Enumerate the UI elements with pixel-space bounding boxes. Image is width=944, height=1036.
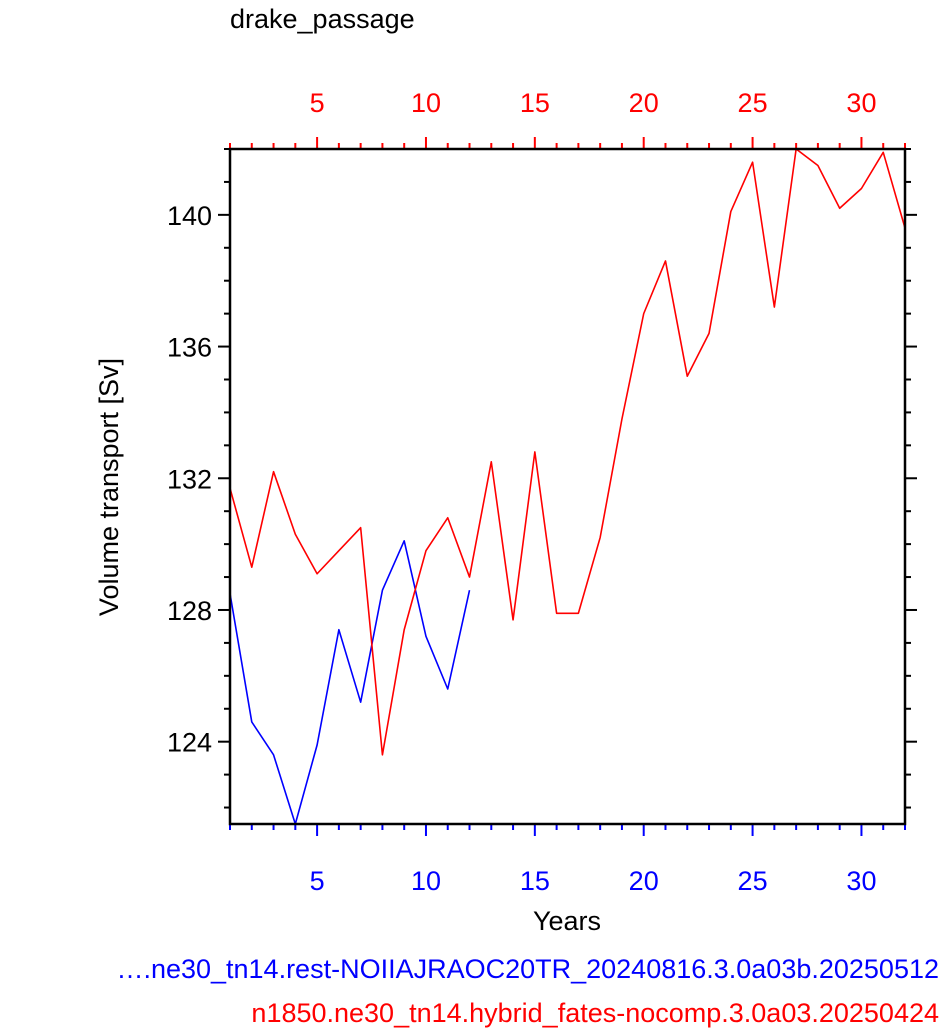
x-tick-label-top: 25 [738,88,768,118]
x-axis-label: Years [533,906,601,936]
plot-frame [228,147,907,826]
series-layer [230,149,905,824]
x-tick-label-bottom: 30 [846,866,876,896]
ticks-layer: 5 10 15 20 25 30 5 10 15 20 25 30 124 128 132 136 140 [167,88,917,896]
y-tick-label: 124 [167,728,212,758]
x-tick-label-bottom: 15 [520,866,550,896]
legend-label-red: n1850.ne30_tn14.hybrid_fates-nocomp.3.0a… [251,998,939,1028]
y-tick-label: 140 [167,201,212,231]
x-tick-label-bottom: 25 [738,866,768,896]
x-tick-label-top: 15 [520,88,550,118]
y-tick-label: 132 [167,464,212,494]
legend-label-blue: ….ne30_tn14.rest-NOIIAJRAOC20TR_20240816… [116,954,939,984]
series-line-blue [230,540,471,824]
x-tick-label-bottom: 10 [411,866,441,896]
x-tick-label-top: 5 [310,88,325,118]
x-tick-label-bottom: 20 [629,866,659,896]
x-tick-label-top: 30 [846,88,876,118]
chart-title: drake_passage [230,4,415,34]
y-tick-label: 128 [167,596,212,626]
y-tick-label: 136 [167,333,212,363]
x-tick-label-top: 20 [629,88,659,118]
series-line-red [230,149,905,756]
x-tick-label-top: 10 [411,88,441,118]
x-tick-label-bottom: 5 [310,866,325,896]
y-axis-label: Volume transport [Sv] [94,358,124,616]
